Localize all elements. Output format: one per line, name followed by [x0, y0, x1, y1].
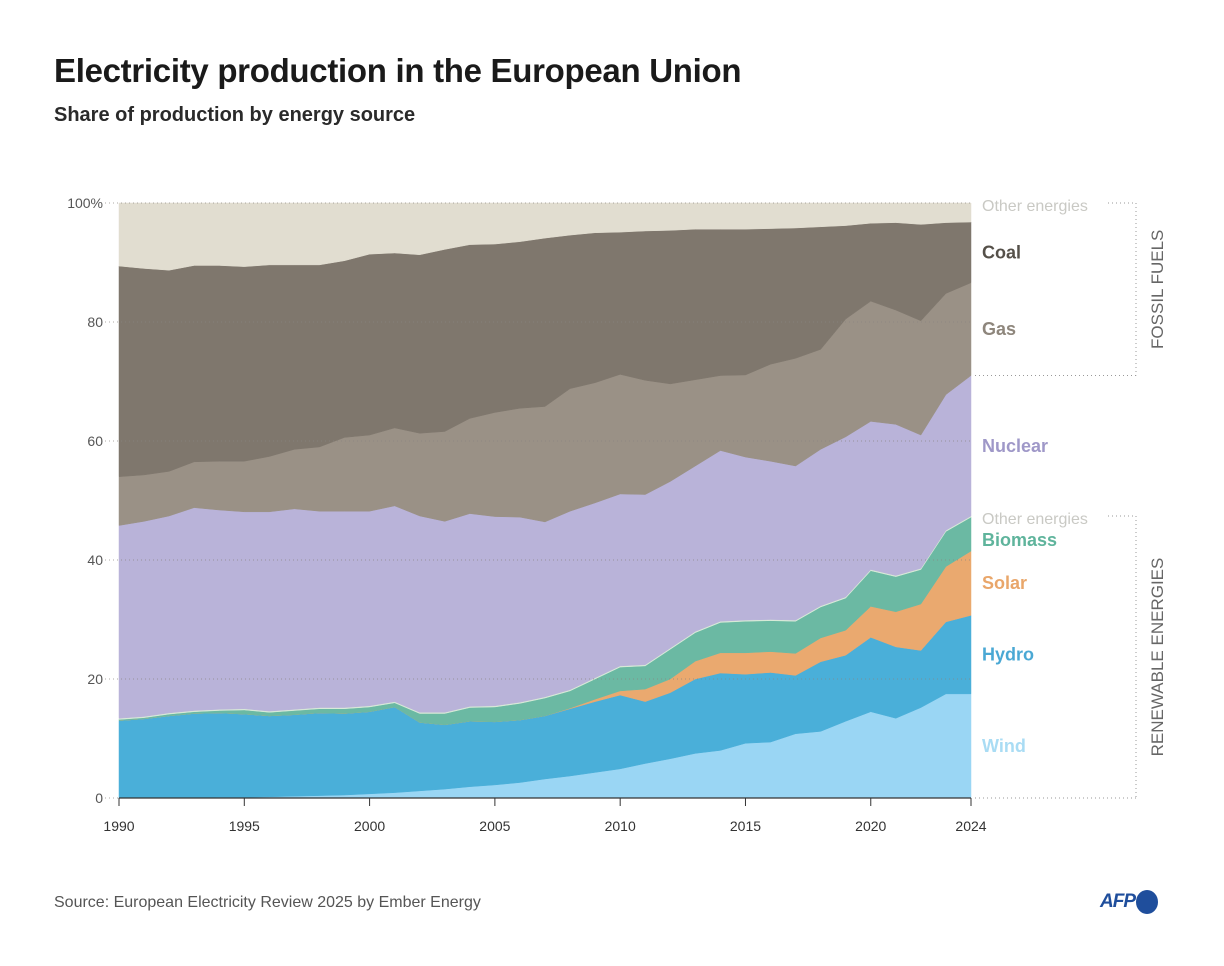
chart-title: Electricity production in the European U… — [54, 52, 742, 89]
y-tick-label: 60 — [87, 433, 103, 449]
series-label-other-energies-fossil-: Other energies — [982, 198, 1088, 215]
series-label-coal: Coal — [982, 242, 1021, 262]
series-label-biomass: Biomass — [982, 530, 1057, 550]
series-label-gas: Gas — [982, 319, 1016, 339]
series-label-hydro: Hydro — [982, 645, 1034, 665]
area-other-energies-fossil- — [118, 202, 972, 271]
x-tick-label: 2005 — [479, 818, 510, 834]
series-label-solar: Solar — [982, 573, 1027, 593]
y-tick-label: 100% — [67, 195, 103, 211]
x-tick-label: 2000 — [354, 818, 385, 834]
x-tick-label: 1990 — [103, 818, 134, 834]
afp-logo-text: AFP — [1100, 891, 1136, 912]
x-tick-label: 2015 — [730, 818, 761, 834]
x-tick-label: 1995 — [229, 818, 260, 834]
series-label-wind: Wind — [982, 736, 1026, 756]
group-label-renewable: RENEWABLE ENERGIES — [1148, 558, 1167, 757]
y-tick-label: 20 — [87, 671, 103, 687]
chart-subtitle: Share of production by energy source — [54, 104, 416, 126]
series-label-other-energies-renewable-: Other energies — [982, 511, 1088, 528]
afp-logo: AFP — [1100, 890, 1158, 914]
x-tick-label: 2020 — [855, 818, 886, 834]
afp-logo-dot — [1136, 890, 1158, 914]
source-note: Source: European Electricity Review 2025… — [54, 894, 481, 911]
x-tick-label: 2010 — [605, 818, 636, 834]
group-label-fossil: FOSSIL FUELS — [1148, 230, 1167, 349]
x-tick-label: 2024 — [955, 818, 986, 834]
y-tick-label: 0 — [95, 790, 103, 806]
y-tick-label: 40 — [87, 552, 103, 568]
y-tick-label: 80 — [87, 314, 103, 330]
series-label-nuclear: Nuclear — [982, 436, 1048, 456]
